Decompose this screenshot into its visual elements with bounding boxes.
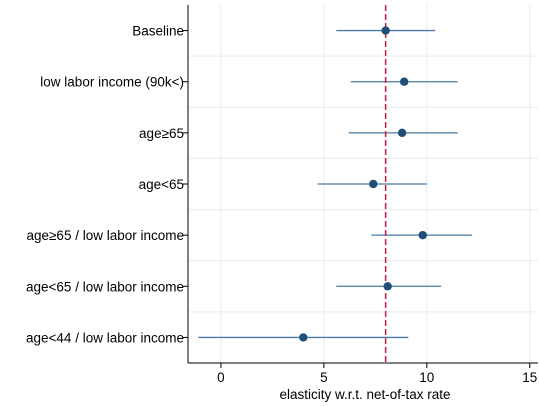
estimate-point-5 (383, 282, 392, 291)
x-tick-label-0: 0 (217, 370, 225, 385)
estimate-point-6 (299, 333, 308, 342)
x-axis-label: elasticity w.r.t. net-of-tax rate (279, 387, 450, 402)
x-tick-label-1: 5 (320, 370, 328, 385)
estimate-point-2 (397, 128, 407, 138)
x-tick-label-2: 10 (419, 370, 434, 385)
category-label-3: age<65 (139, 177, 184, 192)
confidence-intervals (198, 29, 473, 339)
estimate-point-4 (418, 230, 427, 240)
x-tick-label-3: 15 (522, 370, 537, 385)
category-label-2: age≥65 (139, 126, 184, 141)
category-label-4: age≥65 / low labor income (27, 228, 185, 243)
x-tick-labels: 0 5 10 15 (217, 370, 537, 385)
category-label-1: low labor income (90k<) (40, 75, 184, 90)
estimate-point-1 (399, 77, 409, 86)
category-label-5: age<65 / low labor income (26, 279, 184, 294)
estimate-point-0 (381, 26, 390, 35)
category-label-0: Baseline (132, 24, 184, 39)
grid (188, 5, 538, 363)
category-label-6: age<44 / low labor income (26, 330, 184, 345)
estimate-point-3 (369, 179, 378, 189)
point-estimates (299, 26, 427, 342)
category-labels: Baseline low labor income (90k<) age≥65 age… (26, 24, 184, 346)
axes (183, 5, 538, 368)
